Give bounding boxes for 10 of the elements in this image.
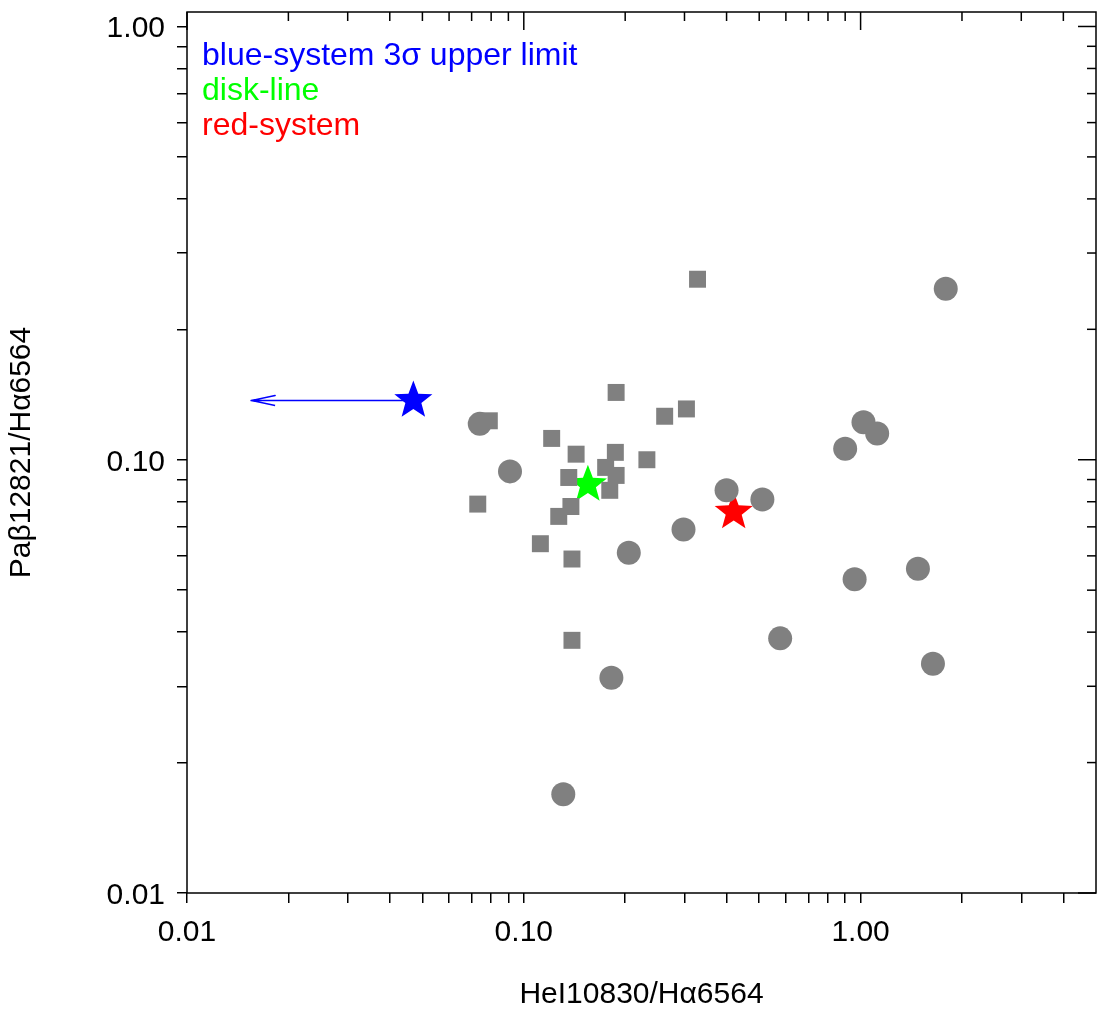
y-axis-title: Paβ12821/Hα6564	[3, 326, 37, 579]
x-tick-label: 0.10	[494, 914, 553, 948]
x-axis-title: HeI10830/Hα6564	[519, 976, 764, 1010]
y-tick-label: 0.01	[106, 877, 165, 910]
y-tick-label: 1.00	[106, 10, 165, 44]
y-tick-label: 0.10	[106, 443, 165, 477]
text: blue-system 3σ upper limit	[202, 35, 578, 72]
text: red-system	[202, 105, 361, 142]
x-tick-label: 1.00	[831, 914, 890, 948]
x-tick-label: 0.01	[157, 914, 217, 948]
